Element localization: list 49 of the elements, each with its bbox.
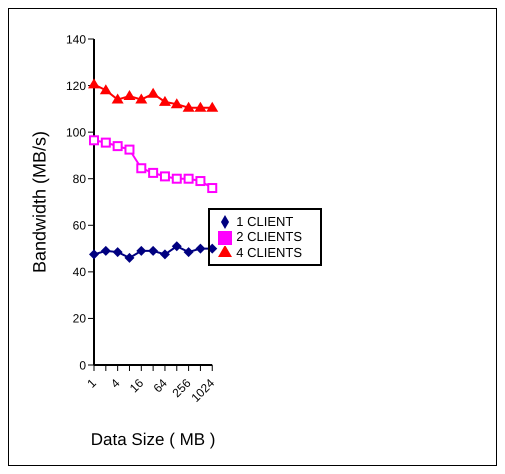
point xyxy=(112,141,123,152)
point xyxy=(160,249,170,260)
point xyxy=(124,252,134,263)
point xyxy=(89,135,99,146)
x-tick-label: 16 xyxy=(126,376,146,396)
point xyxy=(194,102,206,112)
point xyxy=(195,244,206,254)
point xyxy=(170,98,183,108)
point xyxy=(184,247,194,258)
point xyxy=(207,183,218,194)
point xyxy=(124,144,134,155)
point xyxy=(123,90,136,100)
y-tick-label: 80 xyxy=(72,172,86,186)
y-tick-label: 120 xyxy=(66,78,86,93)
legend-label: 2 CLIENTS xyxy=(236,229,302,244)
point xyxy=(160,171,170,182)
x-tick-label: 4 xyxy=(108,376,123,391)
point xyxy=(112,247,123,258)
point xyxy=(148,246,158,256)
point xyxy=(112,94,124,104)
y-tick-label: 140 xyxy=(66,32,86,46)
point xyxy=(135,94,148,104)
x-axis-title: Data Size ( MB ) xyxy=(90,430,216,449)
x-tick-label: 64 xyxy=(150,376,170,396)
point xyxy=(172,174,182,184)
y-tick-label: 100 xyxy=(66,125,86,140)
legend-label: 4 CLIENTS xyxy=(236,244,302,260)
point xyxy=(182,102,195,112)
legend-label: 1 CLIENT xyxy=(236,214,294,229)
point xyxy=(195,176,206,186)
point xyxy=(100,138,111,148)
y-axis-title: Bandwidth (MB/s) xyxy=(29,130,50,274)
point xyxy=(89,249,99,260)
point xyxy=(136,246,146,256)
point xyxy=(206,102,218,112)
point xyxy=(88,78,100,88)
y-tick-label: 20 xyxy=(72,312,86,326)
y-tick-label: 40 xyxy=(72,265,86,280)
point xyxy=(148,168,158,178)
point xyxy=(100,84,112,94)
x-tick-label: 1 xyxy=(84,376,100,391)
point xyxy=(158,96,171,106)
point xyxy=(172,241,182,252)
y-tick-label: 60 xyxy=(72,218,86,233)
point xyxy=(147,88,160,98)
point xyxy=(100,246,111,256)
point xyxy=(184,174,194,184)
point xyxy=(136,163,146,174)
y-tick-label: 0 xyxy=(79,358,86,372)
